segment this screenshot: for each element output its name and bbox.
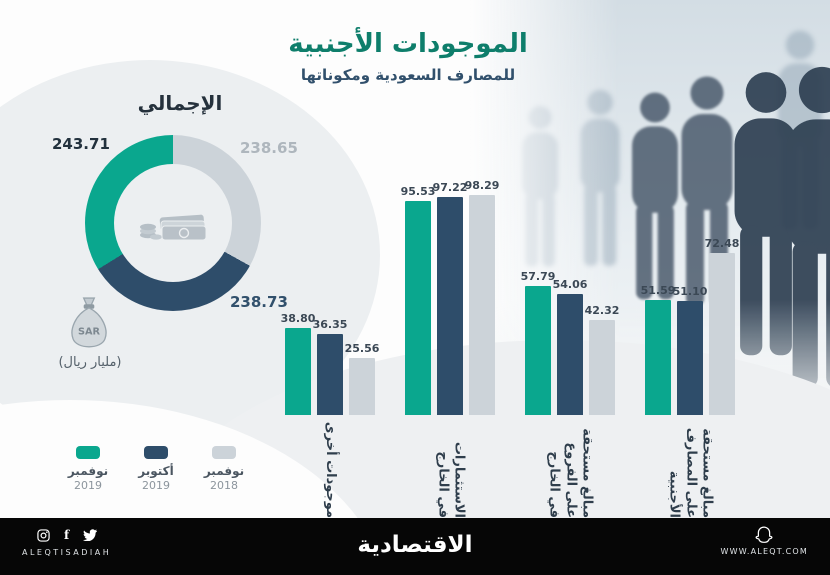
legend-swatch-oct2019 xyxy=(144,446,168,459)
bar-column: 25.56 xyxy=(345,342,379,415)
instagram-icon[interactable] xyxy=(37,528,51,542)
bar-value-label: 38.80 xyxy=(280,312,316,326)
bar-value-label: 95.53 xyxy=(400,185,436,199)
bar xyxy=(437,197,463,415)
bar-column: 72.48 xyxy=(705,237,739,415)
unit-label: (مليار ريال) xyxy=(58,355,122,370)
money-bag-currency-text: SAR xyxy=(78,326,101,337)
footer-social-block: f ALEQTISADIAH xyxy=(22,528,111,557)
donut-section: الإجمالي 243.71 238.65 238.73 xyxy=(30,85,330,415)
chart-legend: نوفمبر 2019 أكتوبر 2019 نوفمبر 2018 xyxy=(62,446,250,492)
bar-group: 57.79 54.06 42.32 xyxy=(510,170,630,415)
legend-year: 2018 xyxy=(210,479,238,492)
bar-column: 36.35 xyxy=(313,318,347,415)
bar xyxy=(469,195,495,415)
bar-value-label: 51.10 xyxy=(672,284,708,298)
bar-value-label: 51.59 xyxy=(640,283,676,297)
bar xyxy=(349,357,375,415)
bar xyxy=(709,252,735,415)
category-label-cell: موجودات أخرى xyxy=(270,418,390,518)
bar-column: 42.32 xyxy=(585,304,619,415)
bar-group: 38.80 36.35 25.56 xyxy=(270,170,390,415)
bar xyxy=(557,294,583,415)
bar-column: 51.59 xyxy=(641,284,675,415)
money-bag-icon: SAR xyxy=(71,297,107,348)
snapchat-ghost-icon[interactable] xyxy=(755,526,773,544)
legend-year: 2019 xyxy=(74,479,102,492)
bar xyxy=(677,300,703,415)
category-label: مبالغ مستحقة على المصارف الأجنبية xyxy=(666,427,715,518)
money-stack-icon xyxy=(140,214,207,241)
bar xyxy=(589,320,615,415)
donut-value-nov2018: 238.65 xyxy=(240,139,298,157)
bar-value-label: 54.06 xyxy=(552,278,588,291)
social-handle-text: ALEQTISADIAH xyxy=(22,548,112,557)
category-label-cell: مبالغ مستحقة على الفروع في الخارج xyxy=(510,418,630,518)
category-label: الاستثمارات في الخارج xyxy=(435,441,467,518)
bar-value-label: 98.29 xyxy=(464,179,500,192)
bar-value-label: 97.22 xyxy=(432,181,468,195)
legend-month: نوفمبر xyxy=(203,464,245,478)
footer-website-block: WWW.ALEQT.COM xyxy=(720,526,808,556)
legend-item-nov2019: نوفمبر 2019 xyxy=(62,446,114,492)
bar-column: 38.80 xyxy=(281,312,315,415)
bar-chart: 38.80 36.35 25.56 95.53 97.22 98.29 57.79 54.06… xyxy=(270,170,750,415)
bar-value-label: 25.56 xyxy=(344,341,380,355)
donut-hole xyxy=(114,164,232,282)
bar-column: 95.53 xyxy=(401,185,435,415)
legend-swatch-nov2018 xyxy=(212,446,236,459)
legend-swatch-nov2019 xyxy=(76,446,100,459)
bar-group: 51.59 51.10 72.48 xyxy=(630,170,750,415)
legend-month: نوفمبر xyxy=(67,464,109,478)
bar xyxy=(405,201,431,415)
bar-value-label: 57.79 xyxy=(520,269,556,283)
page-title: الموجودات الأجنبية xyxy=(288,29,528,59)
bar-value-label: 72.48 xyxy=(704,236,740,250)
donut-value-oct2019: 238.73 xyxy=(230,293,288,311)
category-label-cell: الاستثمارات في الخارج xyxy=(390,418,510,518)
bar-column: 51.10 xyxy=(673,285,707,415)
bar-column: 54.06 xyxy=(553,278,587,415)
donut-heading: الإجمالي xyxy=(137,91,223,115)
bar-column: 57.79 xyxy=(521,270,555,415)
bar-value-label: 42.32 xyxy=(584,304,620,318)
bar-value-label: 36.35 xyxy=(312,317,348,331)
category-label: موجودات أخرى xyxy=(323,421,339,518)
bar xyxy=(317,333,343,415)
legend-month: أكتوبر xyxy=(138,464,174,478)
legend-item-oct2019: أكتوبر 2019 xyxy=(130,446,182,492)
bar-column: 97.22 xyxy=(433,181,467,415)
legend-year: 2019 xyxy=(142,479,170,492)
legend-item-nov2018: نوفمبر 2018 xyxy=(198,446,250,492)
website-url[interactable]: WWW.ALEQT.COM xyxy=(720,547,808,556)
category-label: مبالغ مستحقة على الفروع في الخارج xyxy=(546,428,595,518)
bar xyxy=(285,328,311,415)
bar-group: 95.53 97.22 98.29 xyxy=(390,170,510,415)
social-icons-row: f xyxy=(37,528,97,542)
bar-column: 98.29 xyxy=(465,179,499,415)
twitter-icon[interactable] xyxy=(82,528,97,542)
title-block: الموجودات الأجنبية للمصارف السعودية ومكو… xyxy=(283,29,533,84)
bar-chart-category-labels: موجودات أخرى الاستثمارات في الخارج مبالغ م… xyxy=(270,418,750,518)
category-label-cell: مبالغ مستحقة على المصارف الأجنبية xyxy=(630,418,750,518)
bar xyxy=(525,285,551,415)
donut-chart xyxy=(85,135,261,311)
facebook-icon[interactable]: f xyxy=(64,528,70,542)
brand-logo: الاقتصادية xyxy=(357,532,473,558)
page-subtitle: للمصارف السعودية ومكوناتها xyxy=(300,65,516,84)
donut-value-nov2019: 243.71 xyxy=(52,135,110,153)
footer-bar: f ALEQTISADIAH الاقتصادية WWW.ALEQT.COM xyxy=(0,518,830,575)
bar xyxy=(645,299,671,415)
